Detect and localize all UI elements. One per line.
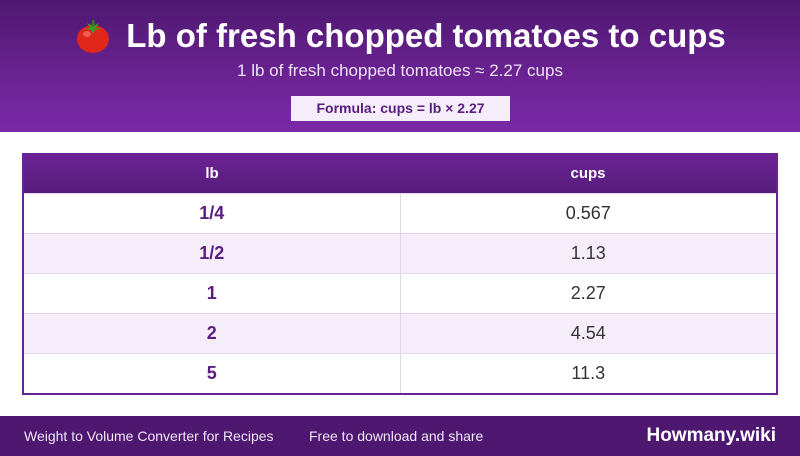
page-subtitle: 1 lb of fresh chopped tomatoes ≈ 2.27 cu… [237, 61, 563, 80]
title-row: Lb of fresh chopped tomatoes to cups [0, 14, 800, 58]
header: Lb of fresh chopped tomatoes to cups 1 l… [0, 0, 800, 132]
cell-cups: 11.3 [400, 352, 776, 393]
cell-lb: 1 [24, 272, 401, 313]
cell-cups: 0.567 [400, 192, 776, 233]
table: lb cups 1/4 0.567 1/2 1.13 1 2.27 2 4.54 [24, 155, 776, 393]
tomato-icon [74, 17, 112, 55]
table-row: 1 2.27 [24, 272, 776, 313]
footer-brand-link[interactable]: Howmany.wiki [646, 425, 776, 446]
table-row: 2 4.54 [24, 312, 776, 353]
cell-cups: 2.27 [400, 272, 776, 313]
cell-lb: 1/2 [24, 232, 401, 273]
footer: Weight to Volume Converter for Recipes F… [0, 416, 800, 456]
conversion-table: lb cups 1/4 0.567 1/2 1.13 1 2.27 2 4.54 [22, 153, 778, 395]
cell-cups: 1.13 [400, 232, 776, 273]
page-title: Lb of fresh chopped tomatoes to cups [126, 17, 726, 54]
cell-lb: 2 [24, 312, 401, 353]
table-row: 1/4 0.567 [24, 192, 776, 233]
formula-badge: Formula: cups = lb × 2.27 [291, 96, 510, 121]
table-row: 5 11.3 [24, 352, 776, 393]
column-header-lb: lb [24, 155, 400, 193]
cell-lb: 1/4 [24, 192, 401, 233]
footer-app-name: Weight to Volume Converter for Recipes [24, 428, 274, 444]
column-header-cups: cups [400, 155, 776, 193]
cell-cups: 4.54 [400, 312, 776, 353]
cell-lb: 5 [24, 352, 401, 393]
footer-tagline: Free to download and share [309, 428, 484, 444]
table-row: 1/2 1.13 [24, 232, 776, 273]
table-header-row: lb cups [24, 155, 776, 193]
